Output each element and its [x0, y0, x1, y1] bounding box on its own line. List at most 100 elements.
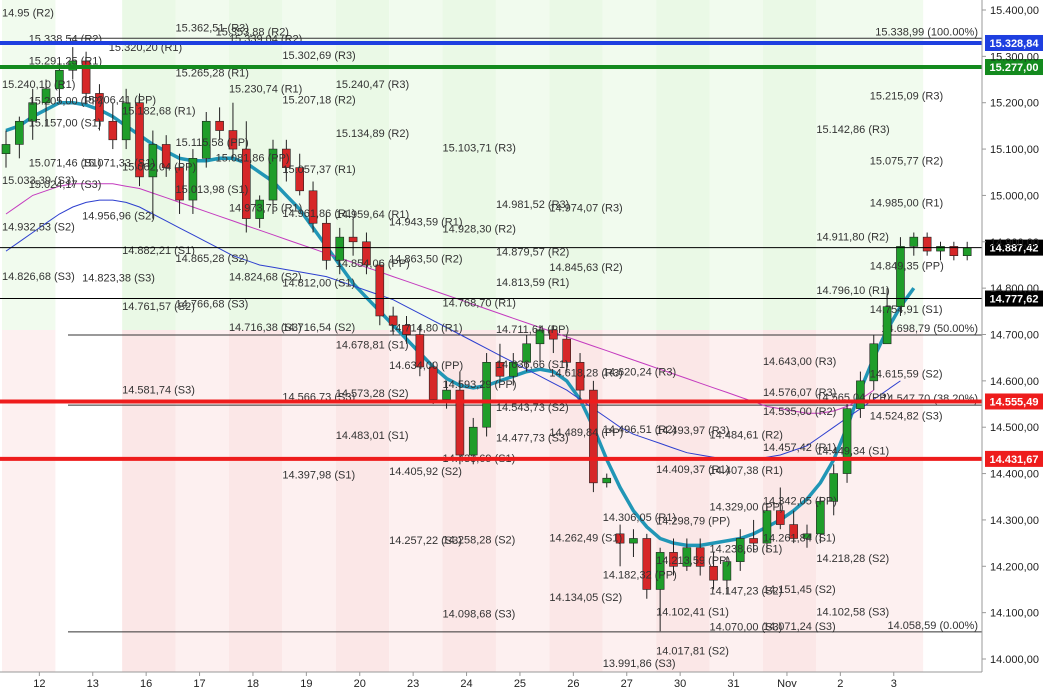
pivot-label: 14.636,66 (S1) [496, 359, 569, 371]
pivot-label: 14.714,80 (R1) [389, 323, 462, 335]
pivot-label: 15.265,28 (R1) [176, 67, 249, 79]
candle-body [962, 247, 972, 256]
pivot-label: 14.098,68 (S3) [443, 608, 516, 620]
pivot-label: 14.489,84 (PP) [549, 427, 623, 439]
candle-body [188, 158, 198, 201]
candle-body [55, 69, 64, 90]
fib-label: 14.058,59 (0.00%) [887, 620, 978, 632]
candle-body [629, 538, 638, 544]
pivot-label: 14.849,35 (PP) [870, 260, 944, 272]
candle-body [268, 148, 278, 201]
candle-body [442, 389, 451, 400]
date-tick-label: 17 [193, 678, 205, 690]
pivot-label: 14.017,81 (S2) [656, 646, 729, 658]
candle-body [455, 389, 465, 456]
pivot-label: 14.257,22 (S3) [389, 535, 462, 547]
pivot-zone-upper [816, 0, 924, 330]
date-tick-label: 19 [300, 678, 312, 690]
candle-body [709, 565, 718, 581]
candle-body [682, 547, 692, 567]
pivot-label: 14.985,00 (R1) [870, 197, 943, 209]
pivot-zone-upper [2, 0, 56, 330]
pivot-label: 14.823,38 (S3) [82, 272, 155, 284]
candle-body [388, 315, 398, 326]
date-tick-label: 25 [514, 678, 526, 690]
candle-body [922, 236, 932, 252]
price-tick-label: 15.400,00 [990, 5, 1039, 17]
pivot-zone-lower [656, 330, 710, 672]
pivot-label: 14.405,92 (S2) [389, 466, 462, 478]
pivot-label: 14.543,73 (S2) [496, 402, 569, 414]
pivot-zone-upper [389, 0, 443, 330]
candle-body [775, 510, 785, 525]
pivot-label: 14.576,07 (R3) [763, 387, 836, 399]
fibonacci-levels: 15.338,99 (100.00%) 14.698,79 (50.00%) 14.… [68, 26, 982, 633]
pivot-label: 14.973,75 (R1) [229, 203, 302, 215]
level-tag [985, 290, 1043, 307]
fib-label: 14.698,79 (50.00%) [881, 323, 978, 335]
pivot-label: 15.134,89 (R2) [336, 128, 409, 140]
candle-body [602, 477, 612, 484]
date-tick-label: 31 [727, 678, 739, 690]
pivot-label: 14.134,05 (S2) [549, 592, 622, 604]
pivot-label: 14.258,28 (S2) [443, 534, 516, 546]
candle-body [949, 246, 959, 256]
pivot-label: 15.362,51 (R3) [176, 22, 249, 34]
pivot-label: 14.766,68 (S3) [176, 299, 249, 311]
candle-body [655, 552, 665, 590]
pivot-label: 14.213,59 (PP) [656, 555, 730, 567]
pivot-label: 14.457,42 (R1) [763, 442, 836, 454]
pivot-label: 14.812,00 (S1) [282, 278, 355, 290]
pivot-label: 15.353,88 (R2) [216, 26, 289, 38]
candle-body [335, 236, 345, 261]
candle-body [348, 236, 358, 243]
level-tag-label: 14.777,62 [990, 294, 1039, 306]
pivot-label: 15.207,18 (R2) [282, 94, 355, 106]
pivot-label: 14.581,74 (S3) [122, 384, 195, 396]
candle-body [882, 306, 892, 345]
pivot-label: 14.407,38 (R1) [710, 465, 783, 477]
candle-body [81, 60, 91, 94]
pivot-label: 14.716,38 (S3) [229, 322, 302, 334]
candle-body [428, 366, 438, 400]
pivot-label: 14.678,81 (S1) [336, 339, 409, 351]
date-tick-label: 30 [674, 678, 686, 690]
price-tick-label: 15.000,00 [990, 190, 1039, 202]
pivot-label: 14.262,49 (S1) [549, 532, 622, 544]
price-tick-label: 15.300,00 [990, 51, 1039, 63]
pivot-label: 14.826,68 (S3) [2, 271, 75, 283]
pivot-label: 14.615,59 (S2) [870, 369, 943, 381]
candle-body [508, 362, 518, 377]
pivot-zone-upper [442, 0, 496, 330]
candle-body [215, 120, 224, 131]
candle-body [802, 533, 812, 539]
pivot-label: 14.102,41 (S1) [656, 607, 729, 619]
pivot-label: 14.535,00 (R2) [763, 406, 836, 418]
pivot-label: 14.634,00 (PP) [389, 360, 463, 372]
level-tag-label: 14.431,67 [990, 454, 1039, 466]
date-tick-label: 2 [837, 678, 843, 690]
pivot-label: 14.845,63 (R2) [549, 262, 622, 274]
candle-body [308, 190, 318, 224]
pivot-zone-upper [762, 0, 817, 330]
candle-body [722, 561, 732, 581]
pivot-label: 15.103,71 (R3) [443, 142, 516, 154]
pivot-label: 14.932,53 (S2) [2, 222, 75, 234]
pivot-label: 15.071,46 (S1) [29, 157, 102, 169]
candle-body [1, 144, 11, 155]
candle-body [15, 120, 24, 145]
pivot-label: 14.261,84 (S1) [763, 533, 836, 545]
candle-body [816, 501, 825, 535]
pivot-label: 15.057,37 (R1) [282, 164, 355, 176]
price-tick-label: 14.800,00 [990, 283, 1039, 295]
pivot-label: 15.205,00 (PP) [29, 95, 103, 107]
price-tick-label: 15.100,00 [990, 144, 1039, 156]
candle-body [95, 93, 104, 122]
price-tick-label: 14.200,00 [990, 561, 1039, 573]
candle-body [322, 222, 331, 261]
pivot-label: 14.943,59 (R1) [389, 217, 462, 229]
pivot-label: 15.302,69 (R3) [282, 50, 355, 62]
pivot-label: 14.071,24 (S3) [763, 621, 836, 633]
candle-body [108, 120, 118, 141]
pivot-label: 14.493,97 (R3) [656, 425, 729, 437]
